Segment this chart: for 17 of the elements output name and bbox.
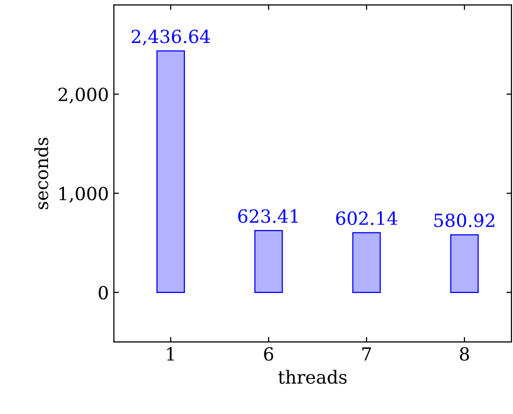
bar	[352, 232, 381, 293]
x-tick-label: 7	[362, 347, 371, 361]
data-label: 623.41	[238, 209, 298, 223]
y-axis-title: seconds	[34, 138, 48, 210]
x-tick-label: 1	[167, 347, 174, 361]
data-label: 2,436.64	[132, 30, 210, 46]
bar	[156, 50, 185, 293]
data-label: 602.14	[336, 211, 398, 226]
x-tick-label: 8	[460, 347, 469, 361]
x-axis-title: threads	[278, 370, 347, 384]
y-tick-label: 0	[98, 286, 108, 300]
data-label: 580.92	[434, 214, 494, 228]
y-tick-label: 2,000	[58, 88, 108, 104]
bar	[254, 230, 283, 293]
x-tick-label: 6	[264, 347, 274, 361]
y-tick-label: 1,000	[60, 186, 108, 203]
bar	[450, 234, 479, 293]
